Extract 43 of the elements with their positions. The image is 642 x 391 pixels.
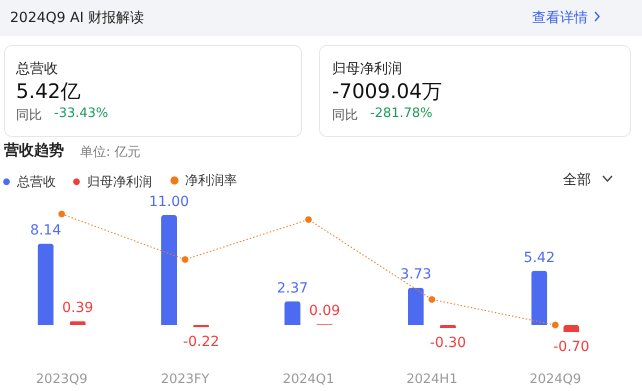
point: [428, 296, 436, 303]
text: 总营收: [16, 60, 58, 78]
legend-label: 总营收: [16, 174, 56, 190]
point: [552, 322, 559, 328]
data-label: 3.73: [400, 266, 432, 283]
text: 同比: [332, 107, 358, 124]
x-tick-label: 2023Q9: [36, 372, 88, 387]
point: [58, 210, 66, 218]
data-label: -0.70: [553, 339, 590, 355]
data-label: 0.39: [62, 300, 94, 316]
text: -281.78%: [370, 106, 433, 121]
chart-title: 营收趋势: [4, 141, 64, 160]
bar: [161, 215, 178, 325]
bar: [531, 270, 548, 325]
bar: [563, 325, 580, 332]
chart-subtitle: 单位: 亿元: [80, 144, 141, 161]
legend-label: 净利润率: [185, 172, 237, 188]
data-label: 2.37: [276, 280, 308, 296]
bar: [408, 288, 424, 325]
data-label: 5.42: [524, 250, 555, 266]
point: [305, 216, 312, 223]
text: 5.42亿: [16, 78, 81, 105]
data-label: 11.00: [149, 194, 190, 210]
bar: [38, 244, 54, 325]
x-tick-label: 2024H1: [406, 372, 458, 387]
data-label: 8.14: [30, 222, 62, 239]
data-label: 0.09: [308, 303, 340, 320]
point: [182, 256, 188, 263]
bar: [440, 325, 456, 328]
data-label: -0.30: [430, 335, 466, 351]
x-tick-label: 2024Q9: [530, 372, 582, 387]
data-label: -0.22: [183, 334, 220, 350]
text: 同比: [16, 107, 42, 124]
text: -7009.04万: [332, 78, 442, 105]
legend-label: 归母净利润: [87, 174, 152, 190]
x-tick-label: 2024Q1: [282, 372, 334, 387]
text: 全部: [563, 171, 591, 189]
x-tick-label: 2023FY: [160, 372, 210, 387]
text: -33.43%: [54, 106, 108, 121]
text: 查看详情: [532, 9, 588, 27]
text: 2024Q9 AI 财报解读: [10, 9, 144, 27]
bar: [284, 301, 300, 325]
text: 归母净利润: [332, 60, 402, 78]
